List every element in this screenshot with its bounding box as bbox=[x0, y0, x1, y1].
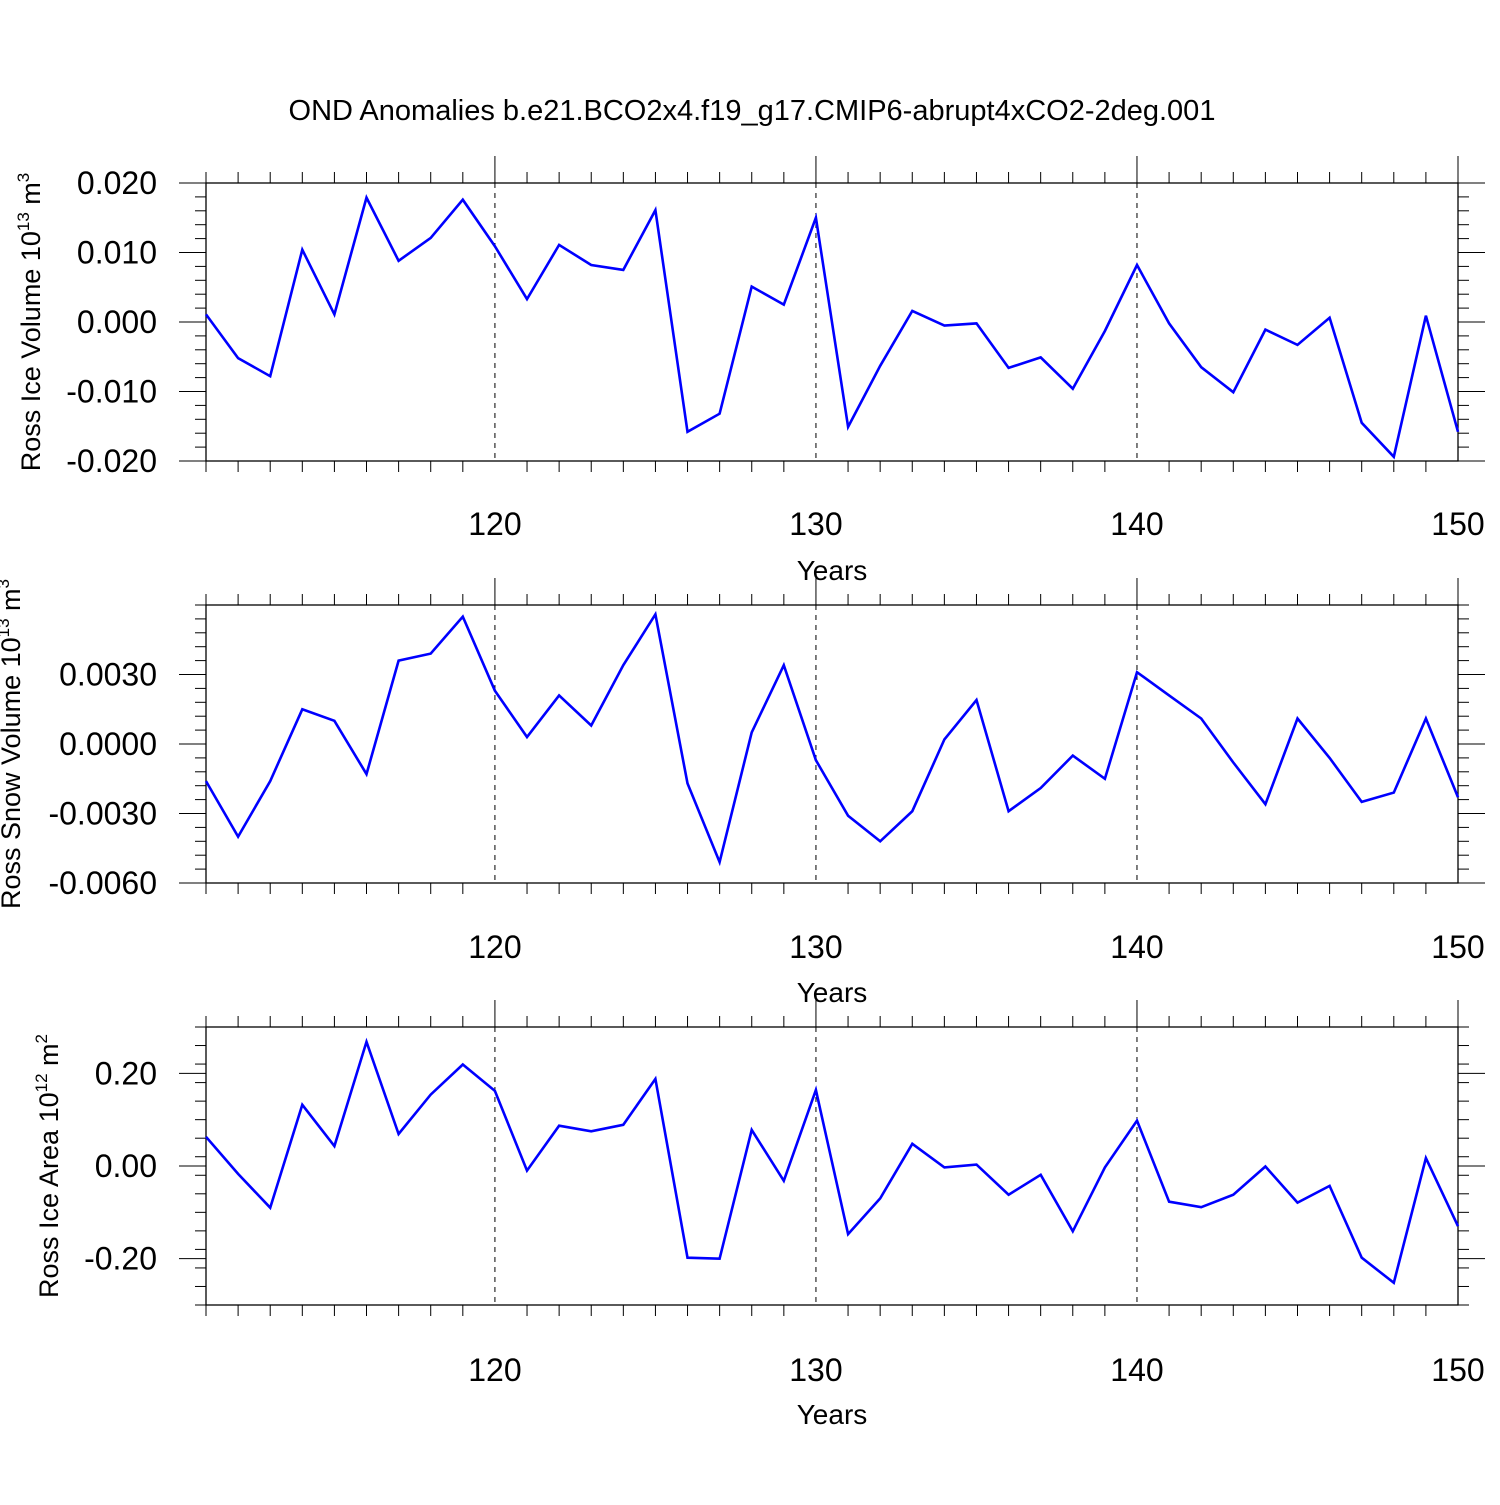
y-axis-label-unit: m bbox=[0, 588, 26, 618]
y-tick-label: 0.0000 bbox=[59, 726, 157, 762]
x-axis-label: Years bbox=[797, 977, 868, 1008]
x-tick-label: 120 bbox=[468, 1352, 521, 1388]
x-tick-label: 140 bbox=[1110, 1352, 1163, 1388]
y-tick-label: -0.20 bbox=[84, 1241, 157, 1277]
y-axis-label-exponent: 13 bbox=[14, 212, 33, 231]
y-axis-label-exponent: 13 bbox=[0, 618, 13, 637]
y-tick-label: 0.0030 bbox=[59, 657, 157, 693]
y-axis-label-unit-exponent: 3 bbox=[0, 579, 13, 588]
chart-title: OND Anomalies b.e21.BCO2x4.f19_g17.CMIP6… bbox=[289, 95, 1216, 127]
panel-ice-area: 0.20 0.00 -0.20 120 130 140 150 Years Ross Ice A… bbox=[32, 1000, 1485, 1430]
x-tick-label: 150 bbox=[1431, 929, 1484, 965]
x-axis-label: Years bbox=[797, 555, 868, 586]
x-tick-label: 130 bbox=[789, 506, 842, 542]
plot-frame bbox=[205, 1026, 1459, 1306]
y-tick-label: 0.010 bbox=[77, 235, 157, 271]
y-tick-label: 0.000 bbox=[77, 304, 157, 340]
y-axis-label: Ross Ice Volume 1013 m3 bbox=[14, 173, 46, 472]
x-tick-label: 150 bbox=[1431, 1352, 1484, 1388]
x-tick-label: 150 bbox=[1431, 506, 1484, 542]
panel-snow-volume: 0.0030 0.0000 -0.0030 -0.0060 120 130 140 150 Ye… bbox=[0, 578, 1485, 1008]
y-axis-label-unit-exponent: 2 bbox=[32, 1034, 51, 1043]
panel-ice-volume: 0.020 0.010 0.000 -0.010 -0.020 120 130 140 150 Y… bbox=[14, 156, 1485, 586]
y-tick-label: -0.0030 bbox=[48, 796, 157, 832]
x-tick-label: 140 bbox=[1110, 506, 1163, 542]
y-tick-label: 0.20 bbox=[95, 1055, 157, 1091]
x-tick-label: 130 bbox=[789, 929, 842, 965]
y-tick-label: -0.020 bbox=[66, 443, 157, 479]
y-axis-label-unit: m bbox=[34, 1043, 64, 1073]
x-tick-label: 140 bbox=[1110, 929, 1163, 965]
x-tick-label: 120 bbox=[468, 506, 521, 542]
x-tick-label: 120 bbox=[468, 929, 521, 965]
y-axis-label: Ross Snow Volume 1013 m3 bbox=[0, 579, 26, 909]
plot-frame bbox=[205, 604, 1459, 884]
x-tick-label: 130 bbox=[789, 1352, 842, 1388]
y-axis-label: Ross Ice Area 1012 m2 bbox=[32, 1034, 64, 1298]
plot-frame bbox=[205, 182, 1459, 462]
series-line-ice-volume bbox=[204, 194, 1460, 460]
y-axis-label-text: Ross Snow Volume 10 bbox=[0, 637, 26, 909]
y-tick-label: -0.010 bbox=[66, 374, 157, 410]
series-line-snow-volume bbox=[204, 610, 1460, 867]
y-tick-label: 0.020 bbox=[77, 165, 157, 201]
y-axis-label-unit-exponent: 3 bbox=[14, 173, 33, 182]
y-axis-label-unit: m bbox=[16, 182, 46, 212]
y-tick-label: -0.0060 bbox=[48, 865, 157, 901]
y-tick-label: 0.00 bbox=[95, 1148, 157, 1184]
y-axis-label-exponent: 12 bbox=[32, 1073, 51, 1092]
y-axis-label-text: Ross Ice Area 10 bbox=[34, 1092, 64, 1298]
series-line-ice-area bbox=[205, 1037, 1460, 1286]
x-axis-label: Years bbox=[797, 1399, 868, 1430]
y-axis-label-text: Ross Ice Volume 10 bbox=[16, 231, 46, 471]
